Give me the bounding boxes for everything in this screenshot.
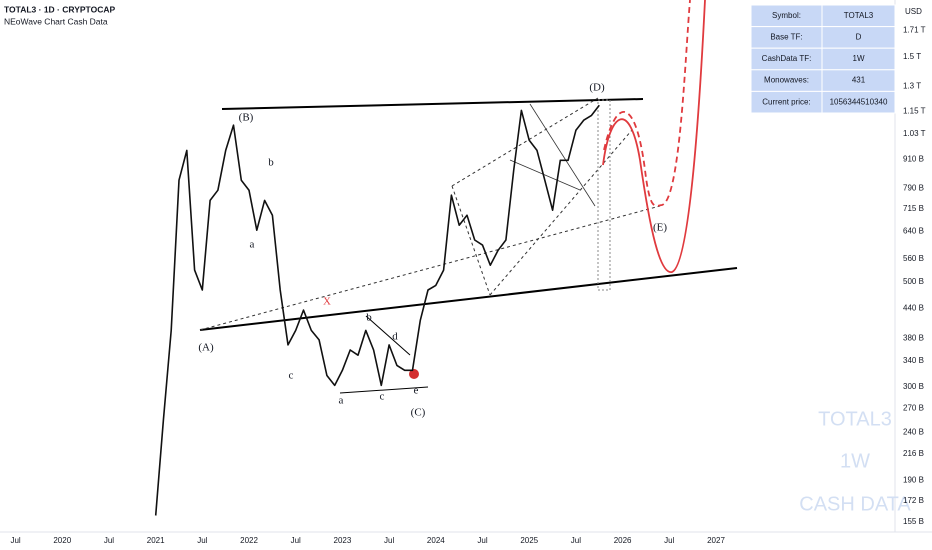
watermark: TOTAL3 1W CASH DATA [799,408,911,515]
table-label: CashData TF: [762,54,812,63]
x-tick-label: 2027 [707,536,725,545]
x-tick-label: Jul [104,536,114,545]
table-value: 1056344510340 [830,97,888,106]
wave-label: (D) [589,82,605,94]
price-line [154,104,600,516]
wave-label: X [323,296,331,308]
watermark-text: CASH DATA [799,493,911,515]
table-value: D [856,33,862,42]
trendline [199,267,738,331]
y-tick-label: 155 B [903,517,924,526]
y-tick-label: 190 B [903,475,924,484]
x-tick-label: 2020 [53,536,71,545]
x-tick-label: 2024 [427,536,445,545]
axes: 155 B 172 B 190 B 216 B 240 B 270 B 300 B 340 B… [10,25,925,545]
plot [154,104,600,516]
wave-label: a [339,395,344,407]
channel-line [529,103,596,207]
y-tick-label: 790 B [903,183,924,192]
y-tick-label: 500 B [903,277,924,286]
x-tick-label: 2026 [614,536,632,545]
wave-label: (E) [653,222,667,234]
table-value: 431 [852,76,866,85]
channel-line [489,129,633,296]
wave-label: a [250,239,255,251]
table-label: Monowaves: [764,76,809,85]
table-cell [821,90,896,114]
forecast-path [602,0,706,273]
y-tick-label: 340 B [903,356,924,365]
range-box [597,99,611,291]
table-value: 1W [853,54,865,63]
wave-label: e [414,385,419,397]
wave-label: b [366,312,372,324]
axis-unit: USD [905,7,922,16]
y-tick-label: 1.3 T [903,81,921,90]
wave-label: b [268,157,274,169]
y-tick-label: 1.03 T [903,129,926,138]
x-tick-label: Jul [10,536,20,545]
y-tick-label: 1.71 T [903,25,926,34]
wave-label: (B) [239,112,254,124]
y-tick-label: 560 B [903,254,924,263]
x-tick-label: Jul [291,536,301,545]
y-tick-label: 440 B [903,303,924,312]
watermark-text: TOTAL3 [818,408,892,430]
x-tick-label: 2025 [520,536,538,545]
x-tick-label: 2023 [334,536,352,545]
forecast-path [603,0,691,207]
channel-line [451,97,599,187]
wave-label: (C) [411,407,426,419]
x-tick-label: Jul [477,536,487,545]
y-tick-label: 1.15 T [903,107,926,116]
table-value: TOTAL3 [844,11,874,20]
x-tick-label: Jul [664,536,674,545]
trendline [365,315,411,356]
trendline [221,98,644,110]
y-tick-label: 300 B [903,382,924,391]
x-tick-label: 2021 [147,536,165,545]
annotations: (B) b a (A) c a c b d e (C) (D) (E) X [198,82,667,419]
y-tick-label: 270 B [903,403,924,412]
y-tick-label: 910 B [903,154,924,163]
x-tick-label: 2022 [240,536,258,545]
table-label: Base TF: [770,33,802,42]
wave-label: c [289,370,294,382]
marker-dot [409,369,419,379]
chart-subtitle: NEoWave Chart Cash Data [4,16,108,26]
wave-label: d [392,331,398,343]
channel-line [199,205,661,331]
table-label: Symbol: [772,11,801,20]
y-tick-label: 380 B [903,333,924,342]
x-tick-label: Jul [384,536,394,545]
y-tick-label: 715 B [903,204,924,213]
y-tick-label: 640 B [903,227,924,236]
table-label: Current price: [762,97,810,106]
y-tick-label: 172 B [903,496,924,505]
channel-line [509,159,581,191]
y-tick-label: 240 B [903,428,924,437]
chart-title: TOTAL3 · 1D · CRYPTOCAP [4,4,115,14]
channel-line [451,185,491,296]
wave-label: c [380,391,385,403]
watermark-text: 1W [840,450,870,472]
x-tick-label: Jul [197,536,207,545]
y-tick-label: 216 B [903,449,924,458]
trendlines [199,0,738,394]
y-tick-label: 1.5 T [903,52,921,61]
wave-label: (A) [198,342,214,354]
info-table: Symbol: TOTAL3 Base TF: D CashData TF: 1W Mono… [750,4,896,114]
x-tick-label: Jul [571,536,581,545]
trendline [339,386,429,394]
